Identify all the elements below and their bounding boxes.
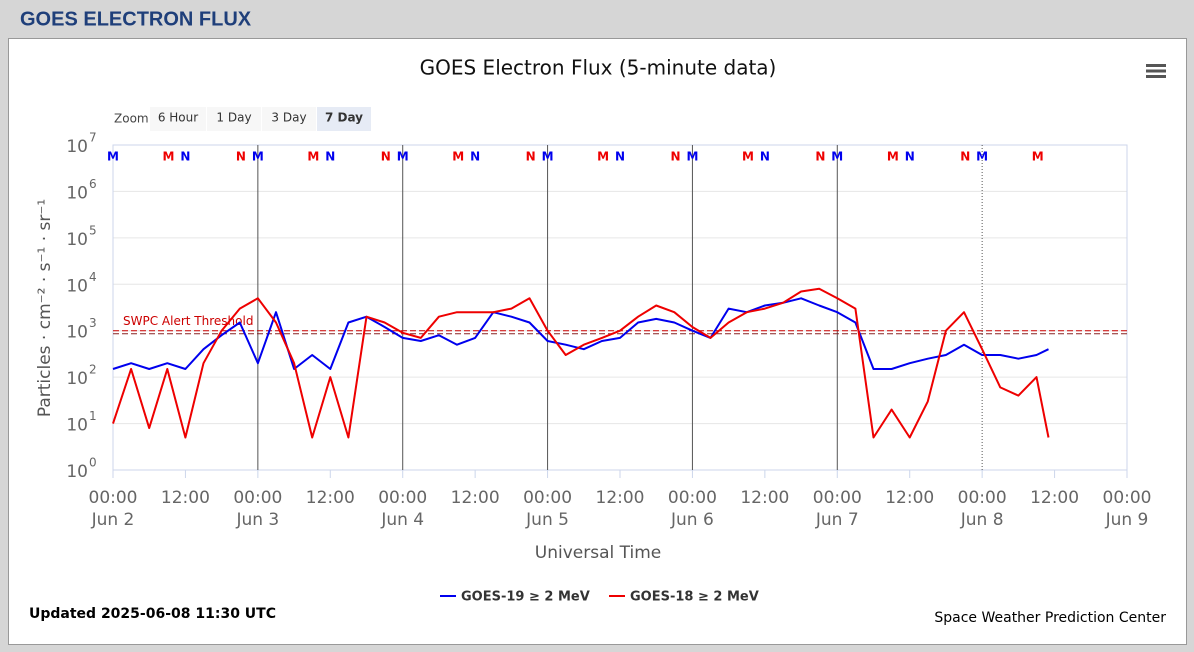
x-tick-label: 12:00	[161, 488, 210, 508]
credit: Space Weather Prediction Center	[934, 610, 1166, 626]
x-tick-label: 12:00	[306, 488, 355, 508]
x-tick-label: 00:00	[813, 488, 862, 508]
x-tick-date: Jun 3	[235, 510, 279, 530]
threshold-label: SWPC Alert Threshold	[123, 314, 253, 328]
orbit-marker: M	[542, 150, 554, 164]
orbit-marker: M	[976, 150, 988, 164]
x-tick-date: Jun 5	[525, 510, 569, 530]
orbit-marker: M	[831, 150, 843, 164]
x-tick-label: 12:00	[451, 488, 500, 508]
x-tick-label: 00:00	[233, 488, 282, 508]
header-title: GOES ELECTRON FLUX	[20, 8, 252, 30]
y-tick-exponent: 6	[89, 177, 97, 191]
y-axis-title: Particles · cm⁻² · s⁻¹ · sr⁻¹	[35, 199, 55, 417]
chart-panel	[8, 38, 1187, 645]
x-tick-label: 12:00	[596, 488, 645, 508]
orbit-marker: M	[887, 150, 899, 164]
y-tick-label: 10	[66, 462, 88, 482]
y-tick-exponent: 3	[89, 316, 97, 330]
chart-title: GOES Electron Flux (5-minute data)	[420, 56, 777, 80]
orbit-marker: M	[397, 150, 409, 164]
y-tick-exponent: 4	[89, 270, 97, 284]
updated-note: Updated 2025-06-08 11:30 UTC	[29, 606, 276, 622]
zoom-button[interactable]	[207, 107, 261, 131]
x-tick-date: Jun 2	[91, 510, 135, 530]
menu-bar[interactable]	[1146, 69, 1166, 73]
zoom-button[interactable]	[317, 107, 371, 131]
orbit-marker: M	[686, 150, 698, 164]
zoom-button-label[interactable]: 1 Day	[216, 111, 251, 125]
y-tick-exponent: 1	[89, 409, 97, 423]
orbit-marker: N	[180, 150, 190, 164]
x-tick-date: Jun 4	[380, 510, 424, 530]
x-tick-label: 00:00	[1103, 488, 1152, 508]
orbit-marker: N	[325, 150, 335, 164]
y-tick-exponent: 7	[89, 131, 97, 145]
zoom-label: Zoom	[114, 112, 149, 126]
legend-label[interactable]: GOES-19 ≥ 2 MeV	[461, 590, 590, 605]
zoom-button-label[interactable]: 3 Day	[271, 111, 306, 125]
orbit-marker: N	[815, 150, 825, 164]
menu-bar[interactable]	[1146, 75, 1166, 78]
x-tick-date: Jun 7	[815, 510, 859, 530]
x-tick-label: 00:00	[958, 488, 1007, 508]
orbit-marker: M	[742, 150, 754, 164]
orbit-marker: N	[760, 150, 770, 164]
orbit-marker: M	[452, 150, 464, 164]
y-tick-label: 10	[66, 276, 88, 296]
x-tick-label: 00:00	[378, 488, 427, 508]
x-tick-label: 00:00	[668, 488, 717, 508]
x-tick-date: Jun 6	[670, 510, 714, 530]
orbit-marker: N	[236, 150, 246, 164]
orbit-marker: N	[381, 150, 391, 164]
x-tick-date: Jun 8	[960, 510, 1004, 530]
y-tick-label: 10	[66, 183, 88, 203]
menu-bar[interactable]	[1146, 64, 1166, 67]
x-axis-title: Universal Time	[535, 543, 661, 563]
orbit-marker: M	[107, 150, 119, 164]
menu-button[interactable]	[1146, 64, 1166, 78]
orbit-marker: M	[163, 150, 175, 164]
orbit-marker: M	[252, 150, 264, 164]
orbit-marker: M	[307, 150, 319, 164]
series-line	[112, 287, 1050, 439]
y-tick-label: 10	[66, 416, 88, 436]
x-tick-label: 00:00	[523, 488, 572, 508]
orbit-marker: N	[526, 150, 536, 164]
orbit-marker: M	[1032, 150, 1044, 164]
y-tick-exponent: 5	[89, 223, 97, 237]
legend-label[interactable]: GOES-18 ≥ 2 MeV	[630, 590, 759, 605]
y-tick-label: 10	[66, 323, 88, 343]
series-line	[112, 297, 1049, 370]
orbit-marker: N	[615, 150, 625, 164]
zoom-button[interactable]	[262, 107, 316, 131]
orbit-marker: N	[960, 150, 970, 164]
zoom-button-label[interactable]: 7 Day	[325, 111, 363, 125]
x-tick-date: Jun 9	[1105, 510, 1149, 530]
x-tick-label: 12:00	[885, 488, 934, 508]
x-tick-label: 12:00	[1030, 488, 1079, 508]
y-tick-exponent: 0	[89, 456, 97, 470]
x-tick-label: 00:00	[89, 488, 138, 508]
zoom-button[interactable]	[150, 107, 206, 131]
orbit-marker: N	[671, 150, 681, 164]
orbit-marker: N	[470, 150, 480, 164]
y-tick-label: 10	[66, 230, 88, 250]
orbit-marker: N	[905, 150, 915, 164]
y-tick-exponent: 2	[89, 363, 97, 377]
x-tick-label: 12:00	[740, 488, 789, 508]
y-tick-label: 10	[66, 369, 88, 389]
y-tick-label: 10	[66, 137, 88, 157]
orbit-marker: M	[597, 150, 609, 164]
zoom-button-label[interactable]: 6 Hour	[158, 111, 198, 125]
